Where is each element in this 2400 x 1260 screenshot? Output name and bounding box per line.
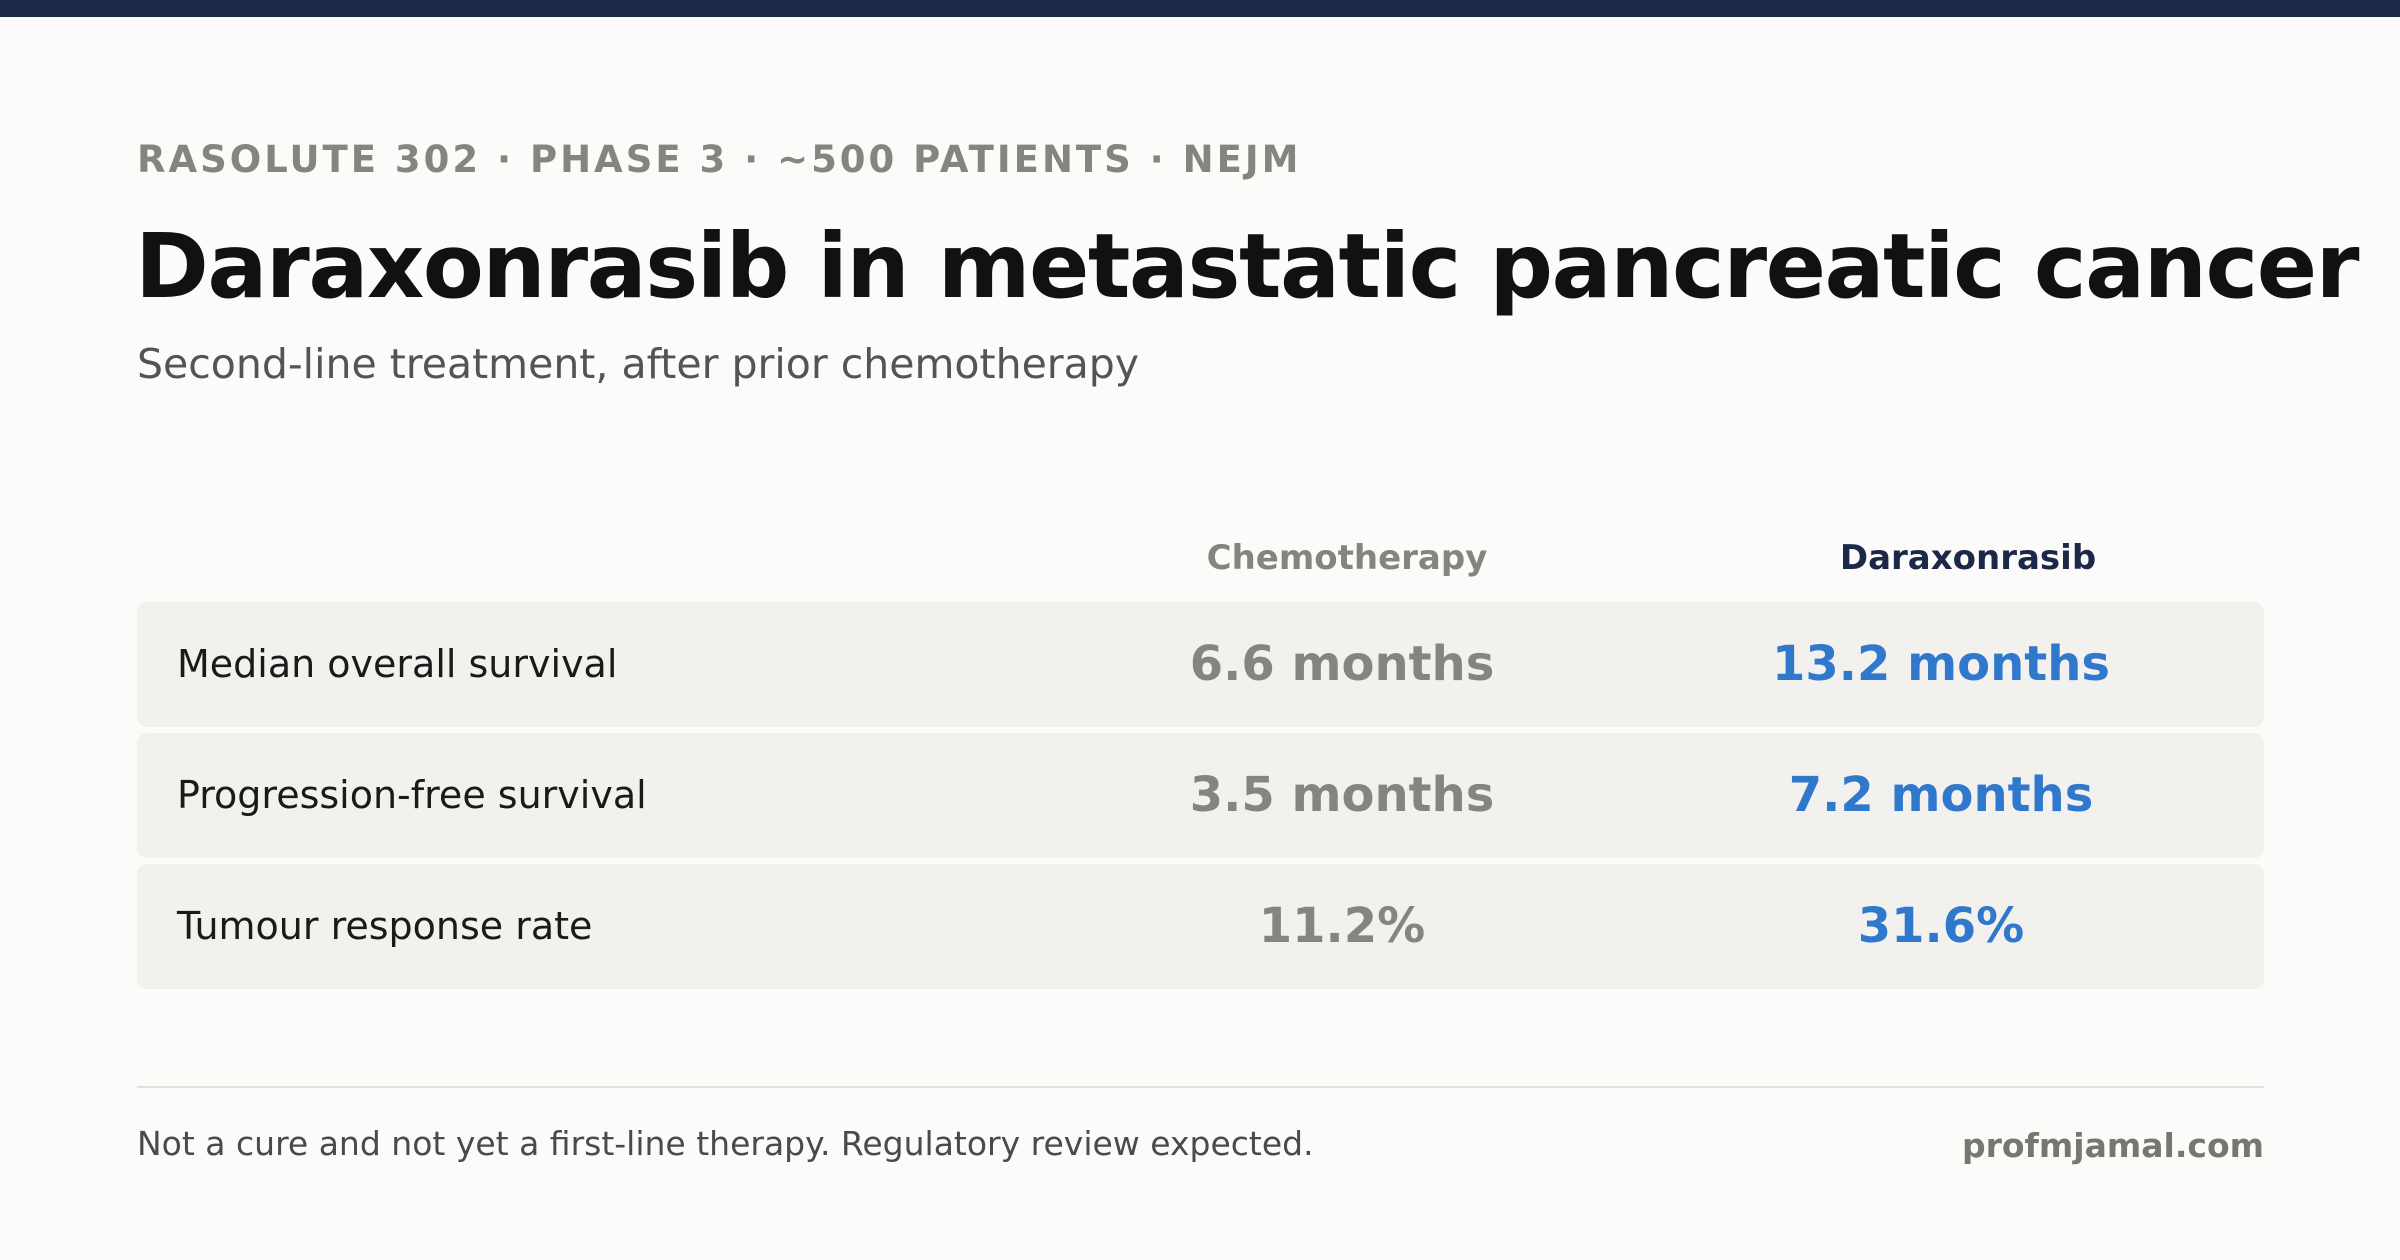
chemotherapy-value: 3.5 months	[1189, 767, 1495, 823]
table-row-progression-free-survival: Progression-free survival 3.5 months 7.2…	[137, 733, 2264, 858]
table-row-overall-survival: Median overall survival 6.6 months 13.2 …	[137, 602, 2264, 727]
row-label: Progression-free survival	[177, 773, 647, 817]
chemotherapy-value: 6.6 months	[1189, 636, 1495, 692]
chemotherapy-value: 11.2%	[1258, 898, 1426, 954]
row-label: Tumour response rate	[177, 904, 593, 948]
column-header-daraxonrasib: Daraxonrasib	[1839, 538, 2097, 578]
table-row-tumour-response-rate: Tumour response rate 11.2% 31.6%	[137, 864, 2264, 989]
top-accent-bar	[0, 0, 2400, 17]
daraxonrasib-value: 31.6%	[1857, 898, 2025, 954]
eyebrow-label: RASOLUTE 302 · PHASE 3 · ~500 PATIENTS ·…	[137, 138, 1302, 181]
footer-divider	[137, 1086, 2264, 1088]
row-label: Median overall survival	[177, 642, 618, 686]
footnote: Not a cure and not yet a first-line ther…	[137, 1124, 1314, 1163]
daraxonrasib-value: 7.2 months	[1788, 767, 2094, 823]
column-header-chemotherapy: Chemotherapy	[1206, 538, 1488, 578]
page-subtitle: Second-line treatment, after prior chemo…	[137, 340, 1140, 388]
brand-credit: profmjamal.com	[1961, 1126, 2264, 1165]
page-title: Daraxonrasib in metastatic pancreatic ca…	[135, 214, 2360, 318]
daraxonrasib-value: 13.2 months	[1772, 636, 2110, 692]
